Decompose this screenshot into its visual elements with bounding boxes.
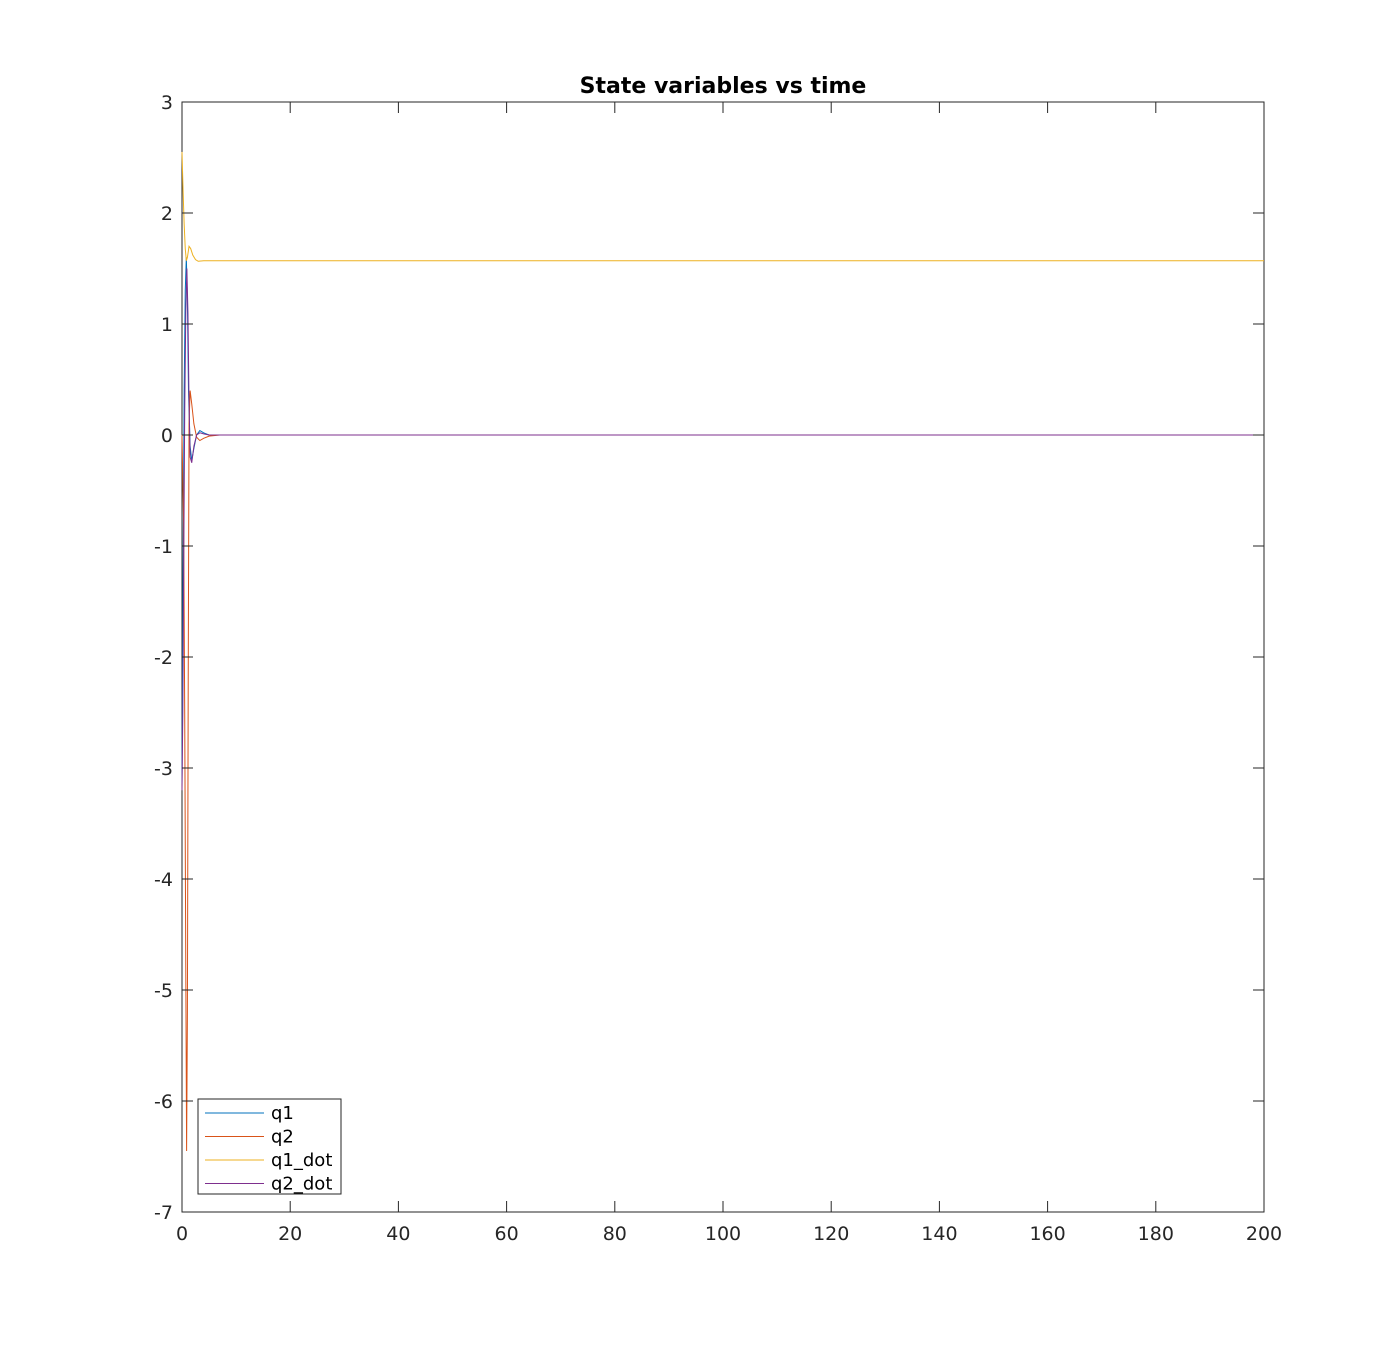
y-tick-label: -7 [154, 1202, 173, 1224]
y-tick-label: 3 [161, 92, 173, 114]
x-tick-label: 80 [603, 1223, 627, 1245]
legend-label-q2: q2 [271, 1127, 294, 1148]
y-tick-label: 1 [161, 314, 173, 336]
legend-box [197, 1098, 342, 1195]
legend-label-q1: q1 [271, 1103, 294, 1124]
series-line-q1-dot [181, 151, 1264, 262]
x-tick-label: 200 [1246, 1223, 1282, 1245]
x-tick-label: 140 [921, 1223, 957, 1245]
x-tick-label: 20 [278, 1223, 302, 1245]
plot-area: 0 20 40 60 80 100 120 140 160 180 200 3 2 1 0 -1 -2 -3 -4… [154, 92, 1282, 1245]
y-tick-label: -2 [154, 647, 173, 669]
y-tick-label: 0 [161, 425, 173, 447]
legend-label-q2-dot: q2_dot [271, 1174, 332, 1195]
x-tick-label: 180 [1138, 1223, 1174, 1245]
series-line-q2 [181, 390, 1264, 1151]
x-tick-label: 0 [176, 1223, 188, 1245]
y-axis: 3 2 1 0 -1 -2 -3 -4 -5 -6 -7 [154, 92, 1264, 1224]
y-tick-label: -4 [154, 869, 173, 891]
x-tick-label: 120 [813, 1223, 849, 1245]
legend-label-q1-dot: q1_dot [271, 1150, 332, 1171]
x-tick-label: 40 [386, 1223, 410, 1245]
y-tick-label: 2 [161, 203, 173, 225]
x-tick-label: 160 [1029, 1223, 1065, 1245]
y-tick-label: -6 [154, 1091, 173, 1113]
y-tick-label: -5 [154, 980, 173, 1002]
x-tick-label: 60 [495, 1223, 519, 1245]
y-tick-label: -3 [154, 758, 173, 780]
x-axis: 0 20 40 60 80 100 120 140 160 180 200 [176, 102, 1282, 1245]
series-line-q2-dot [181, 268, 1264, 791]
axes-box [181, 101, 1265, 1213]
x-tick-label: 100 [705, 1223, 741, 1245]
y-tick-label: -1 [154, 536, 173, 558]
chart-title: State variables vs time [580, 74, 867, 99]
